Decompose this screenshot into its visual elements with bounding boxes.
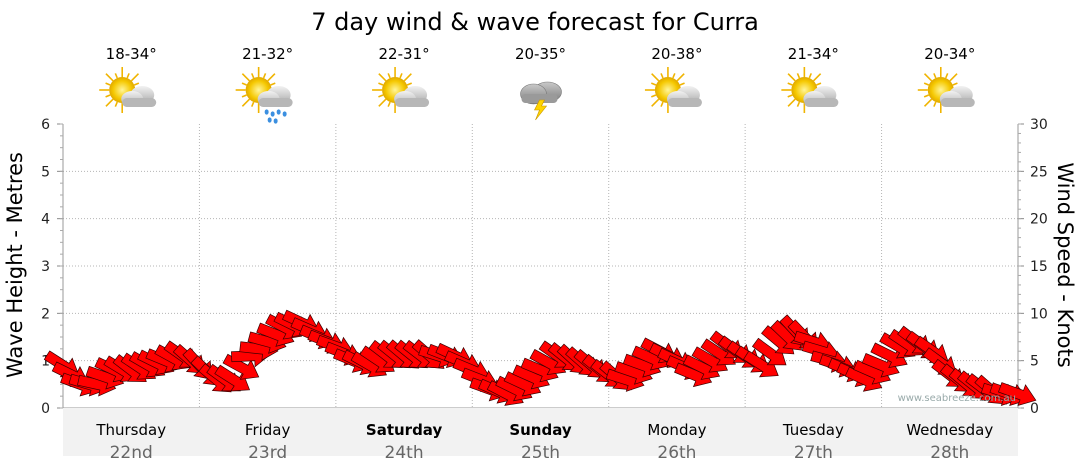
day-columns: 18-34° Thursday 22nd 21-32° Friday 23rd 22-31°…: [95, 45, 993, 463]
temperature-range: 18-34°: [106, 45, 157, 63]
sun-cloud-icon: [644, 67, 702, 113]
day-date: 28th: [930, 443, 969, 463]
day-saturday: 22-31° Saturday 24th: [366, 45, 443, 463]
temperature-range: 21-32°: [242, 45, 293, 63]
right-axis-label: Wind Speed - Knots: [1053, 162, 1077, 367]
day-date: 25th: [521, 443, 560, 463]
wind-arrows: [43, 309, 1037, 407]
day-strip: [63, 408, 1018, 456]
day-thursday: 18-34° Thursday 22nd: [95, 45, 166, 463]
left-tick-label: 1: [41, 354, 50, 370]
day-name: Wednesday: [906, 421, 993, 439]
right-tick-label: 5: [1030, 354, 1039, 370]
right-tick-label: 20: [1030, 212, 1048, 228]
day-date: 22nd: [110, 443, 153, 463]
day-name: Monday: [647, 421, 706, 439]
day-friday: 21-32° Friday 23rd: [235, 45, 293, 463]
left-axis-label: Wave Height - Metres: [3, 152, 27, 378]
left-tick-label: 0: [41, 401, 50, 417]
day-name: Tuesday: [782, 421, 844, 439]
temperature-range: 20-38°: [651, 45, 702, 63]
right-tick-label: 25: [1030, 164, 1048, 180]
day-name: Saturday: [366, 421, 443, 439]
sun-cloud-icon: [99, 67, 157, 113]
day-tuesday: 21-34° Tuesday 27th: [781, 45, 844, 463]
day-name: Sunday: [509, 421, 572, 439]
wind-arrow: [214, 364, 251, 392]
day-wednesday: 20-34° Wednesday 28th: [906, 45, 993, 463]
day-date: 26th: [657, 443, 696, 463]
temperature-range: 21-34°: [788, 45, 839, 63]
left-axis-ticks: 0 1 2 3 4 5 6: [41, 117, 63, 417]
grid-lines: [63, 124, 1018, 408]
sun-cloud-icon: [372, 67, 430, 113]
sun-cloud-icon: [781, 67, 839, 113]
day-date: 23rd: [248, 443, 287, 463]
temperature-range: 20-34°: [924, 45, 975, 63]
left-tick-label: 5: [41, 164, 50, 180]
day-sunday: 20-35° Sunday 25th: [509, 45, 572, 463]
temperature-range: 20-35°: [515, 45, 566, 63]
right-tick-label: 0: [1030, 401, 1039, 417]
right-tick-label: 10: [1030, 306, 1048, 322]
sun-cloud-rain-icon: [235, 67, 293, 124]
right-tick-label: 15: [1030, 259, 1048, 275]
day-name: Friday: [245, 421, 291, 439]
watermark: www.seabreeze.com.au: [898, 393, 1016, 404]
temperature-range: 22-31°: [379, 45, 430, 63]
day-date: 24th: [385, 443, 424, 463]
day-monday: 20-38° Monday 26th: [644, 45, 707, 463]
axes: [62, 124, 1019, 456]
left-tick-label: 4: [41, 212, 50, 228]
right-tick-label: 30: [1030, 117, 1048, 133]
left-tick-label: 6: [41, 117, 50, 133]
left-tick-label: 2: [41, 306, 50, 322]
day-date: 27th: [794, 443, 833, 463]
storm-icon: [520, 81, 562, 121]
day-name: Thursday: [95, 421, 166, 439]
right-axis-ticks: 0 5 10 15 20 25 30: [1018, 117, 1048, 417]
left-tick-label: 3: [41, 259, 50, 275]
sun-cloud-icon: [917, 67, 975, 113]
wind-arrow: [997, 382, 1037, 407]
chart-title: 7 day wind & wave forecast for Curra: [311, 8, 759, 36]
